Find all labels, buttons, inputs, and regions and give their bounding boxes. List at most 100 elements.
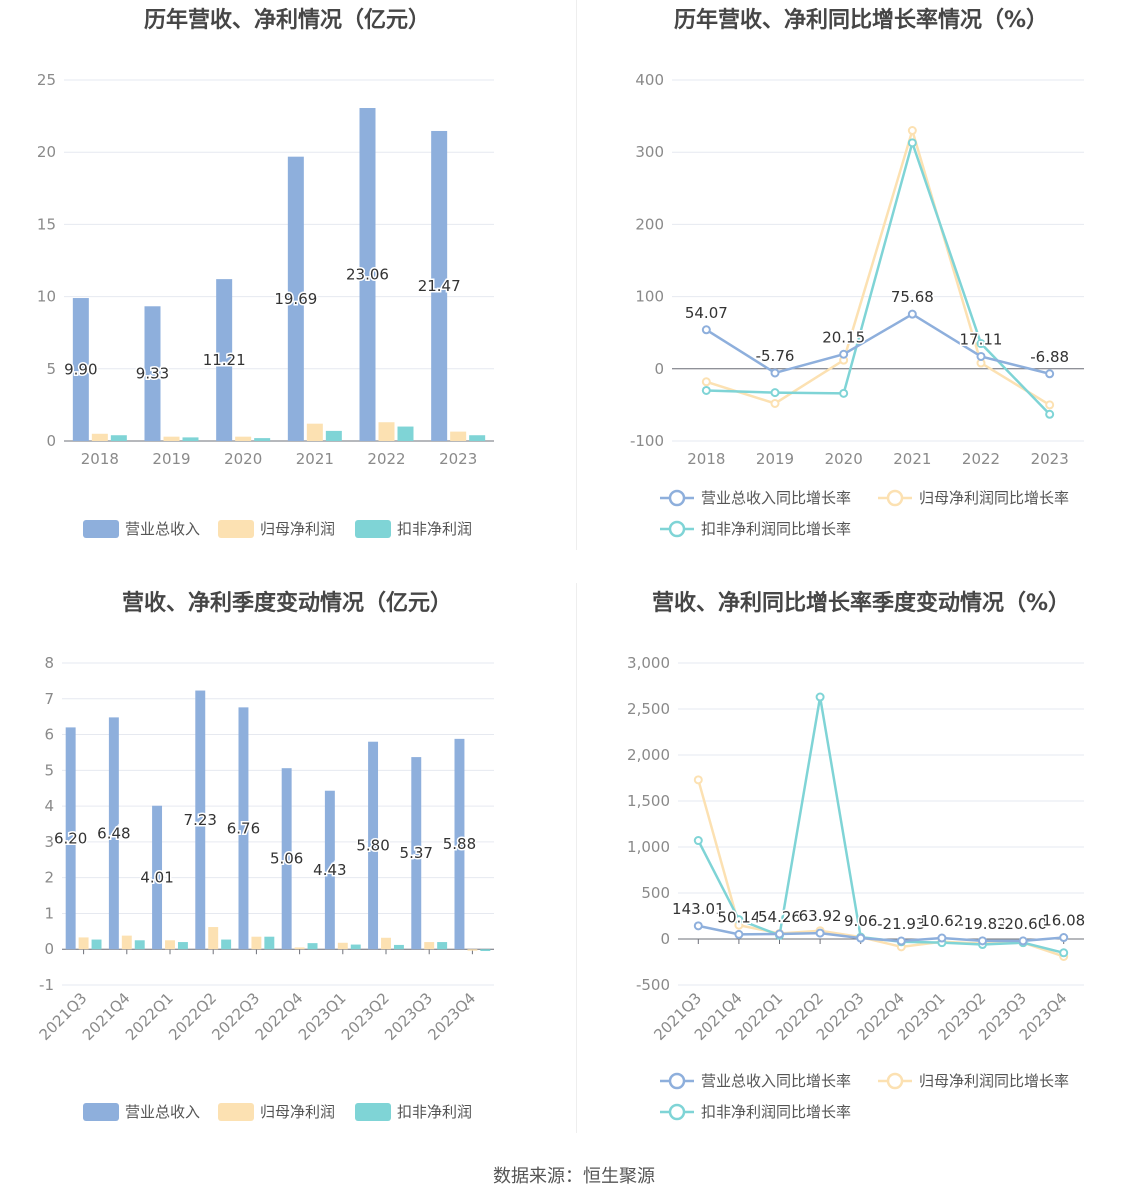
bar — [65, 727, 76, 950]
x-tick-label: 2022 — [367, 450, 405, 468]
legend-marker — [668, 1103, 686, 1121]
bar-value-label: 5.88 — [443, 835, 476, 853]
point-value-label: 143.01 — [672, 900, 725, 918]
chart-title: 历年营收、净利同比增长率情况（%） — [673, 8, 1049, 33]
series-line — [706, 138, 1051, 416]
bar — [235, 436, 252, 441]
y-tick-label: 25 — [37, 71, 56, 89]
point-value-label: -19.82 — [958, 915, 1006, 933]
line-point — [770, 388, 780, 398]
line-point — [815, 928, 825, 938]
y-tick-label: -1 — [39, 976, 54, 994]
annual-revenue-profit-chart: 历年营收、净利情况（亿元） 0 5 10 15 20 25 2018 2019 2020 2021… — [0, 0, 574, 580]
bar — [381, 937, 391, 950]
y-tick-label: 7 — [44, 690, 54, 708]
bar — [108, 717, 119, 950]
line-point — [1045, 409, 1055, 419]
y-tick-label: -500 — [636, 976, 670, 994]
point-value-label: 20.15 — [822, 328, 865, 346]
legend-marker — [668, 1072, 686, 1090]
legend-marker — [886, 1072, 904, 1090]
bar-value-label: 19.69 — [274, 290, 317, 308]
x-tick-label: 2018 — [687, 450, 725, 468]
legend-label: 归母净利润 — [260, 520, 335, 538]
line-point — [770, 368, 780, 378]
bar — [216, 279, 233, 441]
point-value-label: 54.26 — [758, 908, 801, 926]
x-tick-label: 2021 — [893, 450, 931, 468]
bar — [254, 438, 271, 441]
bar — [221, 939, 232, 950]
line-point — [734, 929, 744, 939]
y-tick-label: 0 — [660, 930, 670, 948]
line-point — [856, 933, 866, 943]
y-tick-label: 3 — [44, 833, 54, 851]
line-point — [896, 936, 906, 946]
line-point — [775, 929, 784, 939]
y-tick-label: 6 — [44, 726, 54, 744]
y-tick-label: 0 — [654, 360, 664, 378]
bar — [144, 306, 161, 441]
bar — [324, 790, 335, 950]
y-tick-label: 100 — [635, 288, 664, 306]
bar — [454, 738, 465, 950]
x-tick-label: 2021 — [296, 450, 334, 468]
legend-label: 营业总收入同比增长率 — [701, 489, 851, 507]
legend-label: 扣非净利润同比增长率 — [701, 520, 851, 538]
y-tick-label: 0 — [44, 940, 54, 958]
y-tick-label: 5 — [46, 360, 56, 378]
y-tick-label: 3,000 — [627, 654, 670, 672]
bar — [337, 942, 348, 950]
y-tick-label: 1,000 — [627, 838, 670, 856]
bar — [177, 942, 188, 950]
y-tick-label: 15 — [37, 215, 56, 233]
legend-label: 归母净利润同比增长率 — [919, 1072, 1069, 1090]
legend-marker — [668, 520, 686, 538]
x-tick-label: 2018 — [81, 450, 119, 468]
point-value-label: 75.68 — [891, 288, 934, 306]
bar-value-label: 6.48 — [97, 824, 130, 842]
bar — [467, 949, 478, 951]
x-tick-label: 2020 — [224, 450, 262, 468]
bar — [368, 741, 379, 950]
bar-value-label: 11.21 — [203, 351, 246, 369]
y-tick-label: 5 — [44, 761, 54, 779]
line-point — [907, 309, 917, 319]
x-tick-label: 2019 — [756, 450, 794, 468]
point-value-label: 9.06 — [844, 912, 877, 930]
bar — [134, 940, 145, 950]
legend-label: 营业总收入同比增长率 — [701, 1072, 851, 1090]
legend-label: 营业总收入 — [125, 1103, 200, 1121]
bar — [72, 298, 89, 441]
line-point — [907, 126, 917, 136]
bar — [110, 435, 127, 441]
y-tick-label: 0 — [46, 432, 56, 450]
point-value-label: 10.62 — [920, 912, 963, 930]
y-tick-label: 300 — [635, 143, 664, 161]
x-tick-label: 2023 — [1031, 450, 1069, 468]
line-point — [701, 385, 711, 395]
y-tick-label: 1 — [44, 904, 54, 922]
point-value-label: -20.60 — [999, 915, 1047, 933]
bar-value-label: 6.20 — [54, 829, 87, 847]
quarterly-growth-rate-chart: 营收、净利同比增长率季度变动情况（%） -500 0 500 1,000 1,500 2,… — [574, 583, 1148, 1163]
line-point — [693, 921, 703, 931]
annual-revenue-profit-svg: 0 5 10 15 20 25 2018 2019 2020 2021 2022 2023 9.90 9.… — [37, 71, 494, 538]
y-tick-label: -100 — [630, 432, 664, 450]
line-point — [976, 351, 986, 361]
bar — [281, 768, 292, 950]
bar-value-label: 23.06 — [346, 266, 389, 284]
quarterly-growth-rate-svg: -50005001,0001,5002,0002,5003,0002021Q32… — [627, 654, 1087, 1121]
quarterly-revenue-profit-svg: -10123456782021Q32021Q42022Q12022Q22022Q… — [36, 654, 494, 1121]
point-value-label: -5.76 — [756, 347, 795, 365]
bar-value-label: 5.37 — [400, 844, 433, 862]
line-point — [770, 398, 780, 408]
line-point — [907, 138, 917, 148]
bar — [152, 805, 163, 950]
line-point — [1045, 369, 1055, 379]
line-point — [1018, 936, 1028, 946]
y-tick-label: 1,500 — [627, 792, 670, 810]
bar — [393, 944, 404, 950]
line-point — [815, 692, 825, 702]
bar — [378, 422, 395, 441]
